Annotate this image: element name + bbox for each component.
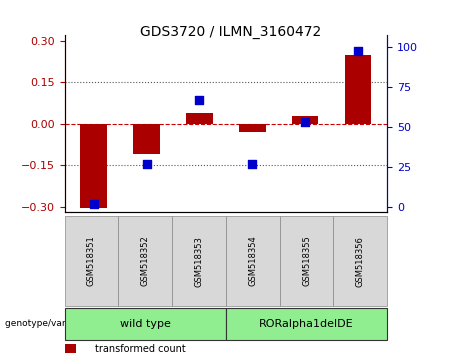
Point [355, 48, 362, 54]
Point [301, 119, 309, 125]
Bar [186, 113, 213, 124]
Text: GSM518351: GSM518351 [87, 236, 96, 286]
Point [196, 97, 203, 102]
Bar [239, 124, 266, 132]
Text: GSM518353: GSM518353 [195, 236, 203, 286]
Text: GSM518352: GSM518352 [141, 236, 150, 286]
Bar [80, 124, 107, 208]
Text: genotype/variation ▶: genotype/variation ▶ [5, 319, 100, 329]
Text: GDS3720 / ILMN_3160472: GDS3720 / ILMN_3160472 [140, 25, 321, 39]
Bar [292, 116, 319, 124]
Text: wild type: wild type [120, 319, 171, 329]
Bar [133, 124, 160, 154]
Text: GSM518356: GSM518356 [356, 236, 365, 286]
Point [143, 161, 150, 167]
Point [248, 161, 256, 167]
Text: transformed count: transformed count [95, 344, 185, 354]
Text: GSM518355: GSM518355 [302, 236, 311, 286]
Point [90, 201, 97, 207]
Bar [345, 55, 372, 124]
Text: GSM518354: GSM518354 [248, 236, 257, 286]
Text: RORalpha1delDE: RORalpha1delDE [259, 319, 354, 329]
